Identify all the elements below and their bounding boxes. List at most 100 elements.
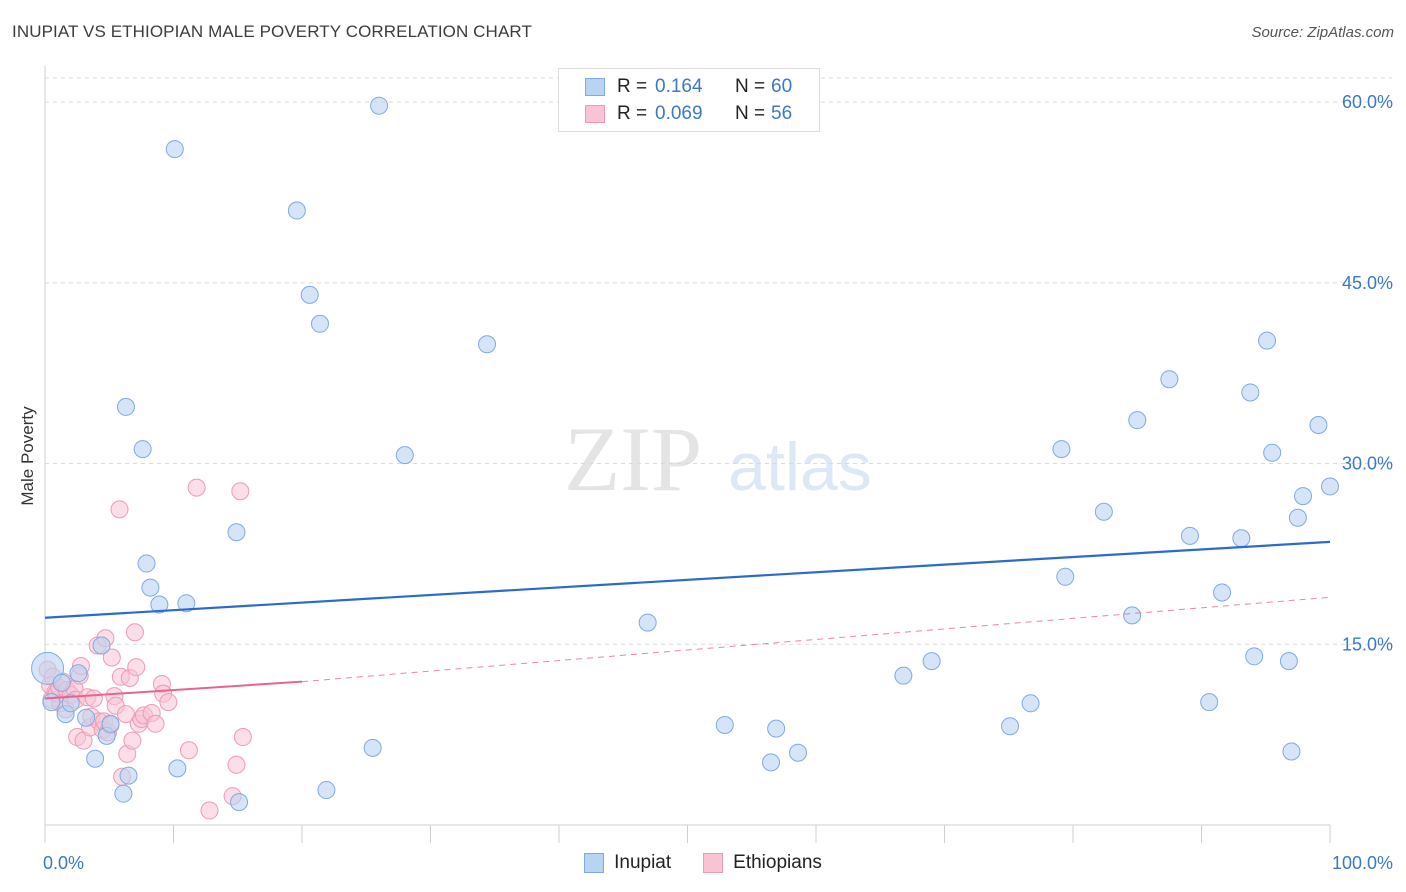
legend-swatch-ethiopians bbox=[703, 853, 724, 873]
ethiopian-points bbox=[38, 478, 252, 820]
inupiat-point bbox=[61, 694, 80, 713]
ethiopian-trend-line-dashed bbox=[301, 596, 1331, 683]
inupiat-point bbox=[1232, 529, 1251, 548]
legend-r-label: R = bbox=[617, 76, 648, 97]
inupiat-point bbox=[1052, 440, 1071, 459]
inupiat-point bbox=[1279, 652, 1298, 671]
inupiat-point bbox=[789, 743, 808, 762]
ethiopian-point bbox=[146, 714, 165, 733]
ethiopian-point bbox=[123, 731, 142, 750]
inupiat-point bbox=[101, 714, 120, 733]
inupiat-point bbox=[1245, 647, 1264, 666]
inupiat-point bbox=[141, 578, 160, 597]
ethiopian-point bbox=[84, 689, 103, 708]
ethiopian-point bbox=[102, 648, 121, 667]
inupiat-point bbox=[1160, 370, 1179, 389]
inupiat-point bbox=[150, 595, 169, 614]
legend-swatch-inupiat bbox=[584, 853, 605, 873]
inupiat-point bbox=[1309, 415, 1328, 434]
inupiat-point bbox=[894, 666, 913, 685]
legend-n-value: 56 bbox=[771, 103, 793, 124]
ethiopian-point bbox=[200, 801, 219, 820]
ethiopian-point bbox=[187, 478, 206, 497]
legend-item-ethiopians[interactable]: Ethiopians bbox=[703, 852, 822, 874]
inupiat-point bbox=[69, 664, 88, 683]
inupiat-point bbox=[1094, 502, 1113, 521]
inupiat-point bbox=[363, 738, 382, 757]
inupiat-point bbox=[1241, 383, 1260, 402]
inupiat-point bbox=[1321, 477, 1339, 496]
inupiat-point bbox=[1288, 508, 1307, 527]
inupiat-point bbox=[168, 759, 187, 778]
legend-swatch-ethiopians bbox=[585, 105, 605, 123]
inupiat-point bbox=[119, 766, 138, 785]
inupiat-point bbox=[310, 314, 329, 333]
inupiat-point bbox=[52, 673, 71, 692]
inupiat-point bbox=[1200, 693, 1219, 712]
inupiat-point bbox=[1263, 443, 1282, 462]
legend-label-inupiat: Inupiat bbox=[614, 852, 672, 873]
inupiat-point bbox=[317, 781, 336, 800]
inupiat-trend-line bbox=[44, 540, 1331, 619]
ethiopian-point bbox=[231, 482, 250, 501]
y-tick-label: 60.0% bbox=[1342, 92, 1393, 112]
legend-row-inupiat: R = 0.164 N = 60 bbox=[585, 75, 792, 99]
inupiat-point bbox=[133, 440, 152, 459]
inupiat-point bbox=[1180, 526, 1199, 545]
inupiat-point bbox=[230, 793, 249, 812]
watermark-atlas: atlas bbox=[728, 429, 872, 505]
inupiat-point bbox=[92, 636, 111, 655]
trend-lines bbox=[44, 540, 1331, 700]
watermark-zip: ZIP bbox=[564, 408, 702, 510]
legend-r-label: R = bbox=[617, 103, 648, 124]
y-tick-label: 15.0% bbox=[1342, 634, 1393, 654]
inupiat-point bbox=[395, 446, 414, 465]
inupiat-point bbox=[1294, 487, 1313, 506]
ethiopian-point bbox=[233, 728, 252, 747]
inupiat-point bbox=[922, 652, 941, 671]
inupiat-point bbox=[767, 719, 786, 738]
legend-label-ethiopians: Ethiopians bbox=[733, 852, 822, 873]
inupiat-point bbox=[1282, 742, 1301, 761]
x-tick-label: 0.0% bbox=[43, 853, 84, 873]
inupiat-point bbox=[77, 708, 96, 727]
ethiopian-trend-line bbox=[44, 680, 303, 700]
ethiopian-point bbox=[179, 741, 198, 760]
inupiat-point bbox=[86, 749, 105, 768]
x-tick-label: 100.0% bbox=[1332, 853, 1393, 873]
inupiat-point bbox=[1056, 567, 1075, 586]
chart-title: INUPIAT VS ETHIOPIAN MALE POVERTY CORREL… bbox=[12, 22, 532, 41]
ethiopian-point bbox=[227, 755, 246, 774]
legend-swatch-inupiat bbox=[585, 78, 605, 96]
ethiopian-point bbox=[127, 658, 146, 677]
inupiat-point bbox=[165, 140, 184, 159]
legend-row-ethiopians: R = 0.069 N = 56 bbox=[585, 102, 792, 126]
source-label: Source: ZipAtlas.com bbox=[1251, 24, 1394, 41]
inupiat-point bbox=[42, 693, 61, 712]
gridlines bbox=[45, 77, 1392, 645]
ethiopian-point bbox=[159, 693, 178, 712]
series-legend: Inupiat Ethiopians bbox=[0, 852, 1406, 874]
inupiat-point bbox=[116, 397, 135, 416]
inupiat-point bbox=[1123, 606, 1142, 625]
tick-labels: 15.0% 30.0% 45.0% 60.0% 0.0% 100.0% bbox=[43, 92, 1393, 873]
y-tick-label: 45.0% bbox=[1342, 273, 1393, 293]
inupiat-point bbox=[1258, 331, 1277, 350]
inupiat-point bbox=[137, 554, 156, 573]
legend-item-inupiat[interactable]: Inupiat bbox=[584, 852, 671, 874]
ethiopian-point bbox=[110, 500, 129, 519]
legend-n-label: N = bbox=[735, 76, 766, 97]
ethiopian-point bbox=[125, 623, 144, 642]
stats-legend: R = 0.164 N = 60 R = 0.069 N = 56 bbox=[558, 68, 820, 132]
inupiat-point bbox=[1001, 717, 1020, 736]
watermark: ZIP atlas bbox=[564, 408, 872, 510]
legend-n-value: 60 bbox=[771, 76, 793, 97]
inupiat-point bbox=[300, 285, 319, 304]
inupiat-point bbox=[762, 753, 781, 772]
legend-n-label: N = bbox=[735, 103, 766, 124]
inupiat-point bbox=[638, 613, 657, 632]
inupiat-point bbox=[715, 715, 734, 734]
inupiat-point bbox=[114, 784, 133, 803]
inupiat-point bbox=[227, 523, 246, 542]
